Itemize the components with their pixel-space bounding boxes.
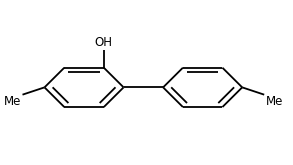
Text: OH: OH — [95, 36, 113, 49]
Text: Me: Me — [266, 96, 283, 108]
Text: Me: Me — [4, 96, 21, 108]
